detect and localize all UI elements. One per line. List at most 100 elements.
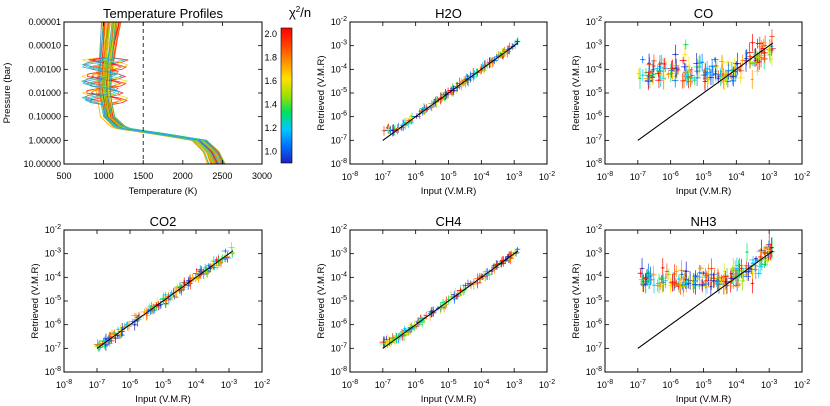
x-tick-label: 10-2 [794, 171, 810, 182]
data-point [673, 283, 676, 286]
x-tick-label: 10-2 [539, 171, 555, 182]
data-point [705, 274, 708, 277]
data-point [134, 314, 136, 317]
data-point [707, 273, 710, 276]
x-tick-label: 10-6 [122, 379, 138, 390]
data-point [763, 57, 766, 60]
co2-ylabel: Retrieved (V.M.R) [30, 263, 41, 338]
data-point [683, 276, 686, 279]
y-tick-label: 10-2 [45, 224, 61, 235]
ch4-ylabel: Retrieved (V.M.R) [316, 263, 327, 338]
data-point [224, 250, 227, 252]
data-point [663, 78, 665, 81]
data-point [117, 328, 119, 331]
data-point [650, 278, 653, 281]
data-point [684, 43, 687, 46]
data-point [699, 267, 702, 270]
data-point [698, 284, 701, 287]
data-point [653, 284, 655, 287]
x-tick-label: 10-4 [473, 171, 489, 182]
colorbar-bar [280, 27, 293, 164]
data-point [746, 273, 749, 276]
data-point [661, 277, 663, 279]
data-point [736, 267, 738, 270]
data-point [685, 75, 688, 78]
x-tick-label: 10-6 [408, 379, 424, 390]
data-point [116, 334, 119, 337]
data-point [726, 61, 729, 64]
data-point [143, 311, 146, 313]
data-point [171, 296, 173, 299]
data-point [415, 325, 418, 328]
data-point [383, 129, 385, 132]
data-point [710, 76, 712, 79]
x-tick-label: 10-5 [440, 379, 456, 390]
x-tick-label: 10-8 [597, 171, 613, 182]
data-point [769, 53, 772, 56]
x-tick-label: 10-5 [695, 379, 711, 390]
data-point [749, 55, 752, 58]
data-point [641, 74, 644, 77]
data-point [660, 73, 663, 76]
x-tick-label: 10-7 [630, 379, 646, 390]
data-point [741, 59, 744, 62]
h2o-xlabel: Input (V.M.R) [421, 186, 477, 197]
y-tick-label: 10-6 [586, 319, 602, 330]
co-points [636, 29, 776, 91]
data-point [762, 41, 765, 44]
y-tick-label: 0.00010 [28, 41, 61, 51]
data-point [673, 68, 676, 71]
temperature-profile-line [109, 22, 225, 164]
data-point [658, 282, 660, 285]
data-point [648, 71, 651, 74]
y-tick-label: 10-4 [45, 271, 61, 282]
data-point [392, 336, 395, 339]
data-point [745, 52, 748, 55]
data-point [682, 59, 685, 62]
data-point [459, 289, 462, 292]
data-point [637, 72, 640, 75]
colorbar-label: χ2/n [289, 5, 311, 20]
data-point [133, 323, 136, 326]
data-point [652, 273, 655, 276]
x-tick-label: 10-5 [155, 379, 171, 390]
one-to-one-line-overlay [382, 250, 519, 349]
data-point [644, 280, 647, 283]
x-tick-label: 10-8 [342, 171, 358, 182]
data-point [675, 270, 678, 273]
data-point [678, 284, 681, 286]
data-point [763, 252, 765, 254]
data-point [751, 78, 754, 81]
data-point [696, 77, 698, 79]
data-point [713, 277, 716, 280]
y-tick-label: 10-2 [331, 16, 347, 27]
data-point [658, 79, 660, 82]
y-tick-label: 10-3 [331, 248, 347, 259]
y-tick-label: 10-7 [45, 342, 61, 353]
data-point [720, 276, 723, 279]
data-point [725, 282, 728, 285]
data-point [732, 75, 735, 78]
y-tick-label: 10-2 [586, 224, 602, 235]
data-point [746, 251, 748, 254]
nh3-xlabel: Input (V.M.R) [676, 394, 732, 405]
data-point [764, 44, 767, 47]
y-tick-label: 10-4 [331, 63, 347, 74]
y-tick-label: 10-4 [586, 63, 602, 74]
x-tick-label: 10-6 [408, 171, 424, 182]
data-point [724, 280, 727, 283]
data-point [111, 333, 113, 336]
data-point [724, 74, 727, 76]
data-point [504, 260, 506, 263]
data-point [669, 72, 672, 75]
y-tick-label: 1.00000 [28, 135, 61, 145]
data-point [226, 255, 229, 258]
data-point [737, 269, 740, 272]
data-point [144, 310, 147, 312]
x-tick-label: 10-7 [630, 171, 646, 182]
data-point [164, 293, 167, 296]
data-point [476, 277, 479, 280]
data-point [148, 306, 151, 309]
co2-title: CO2 [150, 214, 177, 229]
data-point [689, 80, 692, 83]
